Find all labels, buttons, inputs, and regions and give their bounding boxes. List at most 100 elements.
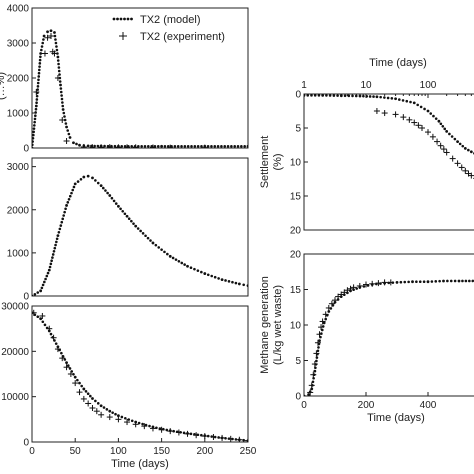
y-tick-label: 30000 [1,302,29,313]
model-point [42,38,45,41]
model-point [58,73,61,76]
panel-left-top: 0 1000 2000 3000 4000 (…%) TX2 (model) TX2 (exp… [0,4,249,155]
model-point [54,38,57,41]
model-point [458,142,462,146]
model-point [130,419,134,423]
model-point [437,119,441,123]
experiment-point [201,144,208,148]
experiment-point [175,429,182,436]
model-point [32,127,36,130]
model-point [210,144,213,148]
legend: TX2 (model) TX2 (experiment) [112,14,225,43]
model-point [32,294,34,296]
model-point [65,125,68,129]
model-point [43,323,47,327]
model-point [132,222,135,225]
model-point [37,68,41,72]
series-group [304,94,474,179]
model-point [34,114,37,117]
model-point [39,52,43,55]
model-point [119,207,122,211]
model-point [45,274,49,278]
experiment-point [437,142,444,149]
model-point [134,224,138,228]
experiment-point [98,411,105,418]
y-tick-label: 20000 [1,347,29,358]
panel-right-top: 0 5 10 15 20 1 10 100 Time (days) Settlement (%) [259,57,474,237]
model-point [313,94,317,97]
experiment-point [167,428,174,435]
experiment-point [449,155,456,162]
model-point [53,246,57,250]
experiment-point [193,432,200,439]
model-point [343,94,347,98]
model-point [172,429,175,433]
model-point [139,229,142,233]
model-point [224,279,227,282]
experiment-point [313,350,320,357]
model-point [105,408,109,411]
model-point [64,122,68,125]
y-tick-label: 20 [290,226,302,237]
model-point [66,129,70,132]
model-point [368,95,372,98]
series-group [32,29,248,148]
model-point [111,411,114,414]
model-point [236,144,240,148]
experiment-point [468,172,474,179]
model-point [453,279,457,283]
model-point [58,227,62,231]
model-point [412,101,416,105]
model-point [423,107,426,111]
model-point [386,96,390,100]
model-point [125,214,129,218]
model-point [104,189,107,192]
legend-entry: TX2 (experiment) [140,31,225,43]
y-tick-label: 20 [290,250,302,261]
model-point [33,292,37,296]
model-point [362,94,365,98]
model-point [395,281,399,284]
model-point [311,380,315,384]
model-point [57,66,61,69]
model-point [91,176,94,180]
model-point [117,204,120,208]
model-point [62,214,65,217]
model-point [146,236,150,240]
model-point [65,204,68,207]
model-point [102,406,106,409]
model-point [39,317,43,321]
y-tick-label: 3000 [7,39,30,50]
model-point [362,285,366,288]
model-point [210,274,214,278]
model-point [325,94,328,97]
model-point [143,144,147,148]
model-point [150,144,153,148]
experiment-point [32,309,37,316]
model-point [55,48,59,52]
experiment-point [373,108,380,114]
model-point [33,120,36,124]
model-point [372,95,375,98]
y-tick-label: 0 [295,90,301,101]
experiment-point [124,144,131,148]
experiment-point [219,434,226,441]
model-point [60,220,64,224]
experiment-point [50,334,57,341]
model-point [223,144,227,148]
model-point [358,94,362,98]
model-point [36,88,39,91]
model-point [67,197,71,201]
model-point [117,414,120,418]
model-point [32,133,35,137]
model-point [59,224,63,227]
experiment-point [411,119,418,126]
panel-left-middle: 0 1000 2000 3000 [7,157,249,303]
model-point [94,179,97,182]
series-group [32,309,248,442]
experiment-point [322,311,329,318]
experiment-point [54,346,61,353]
model-point [48,265,52,269]
model-point [233,144,237,148]
